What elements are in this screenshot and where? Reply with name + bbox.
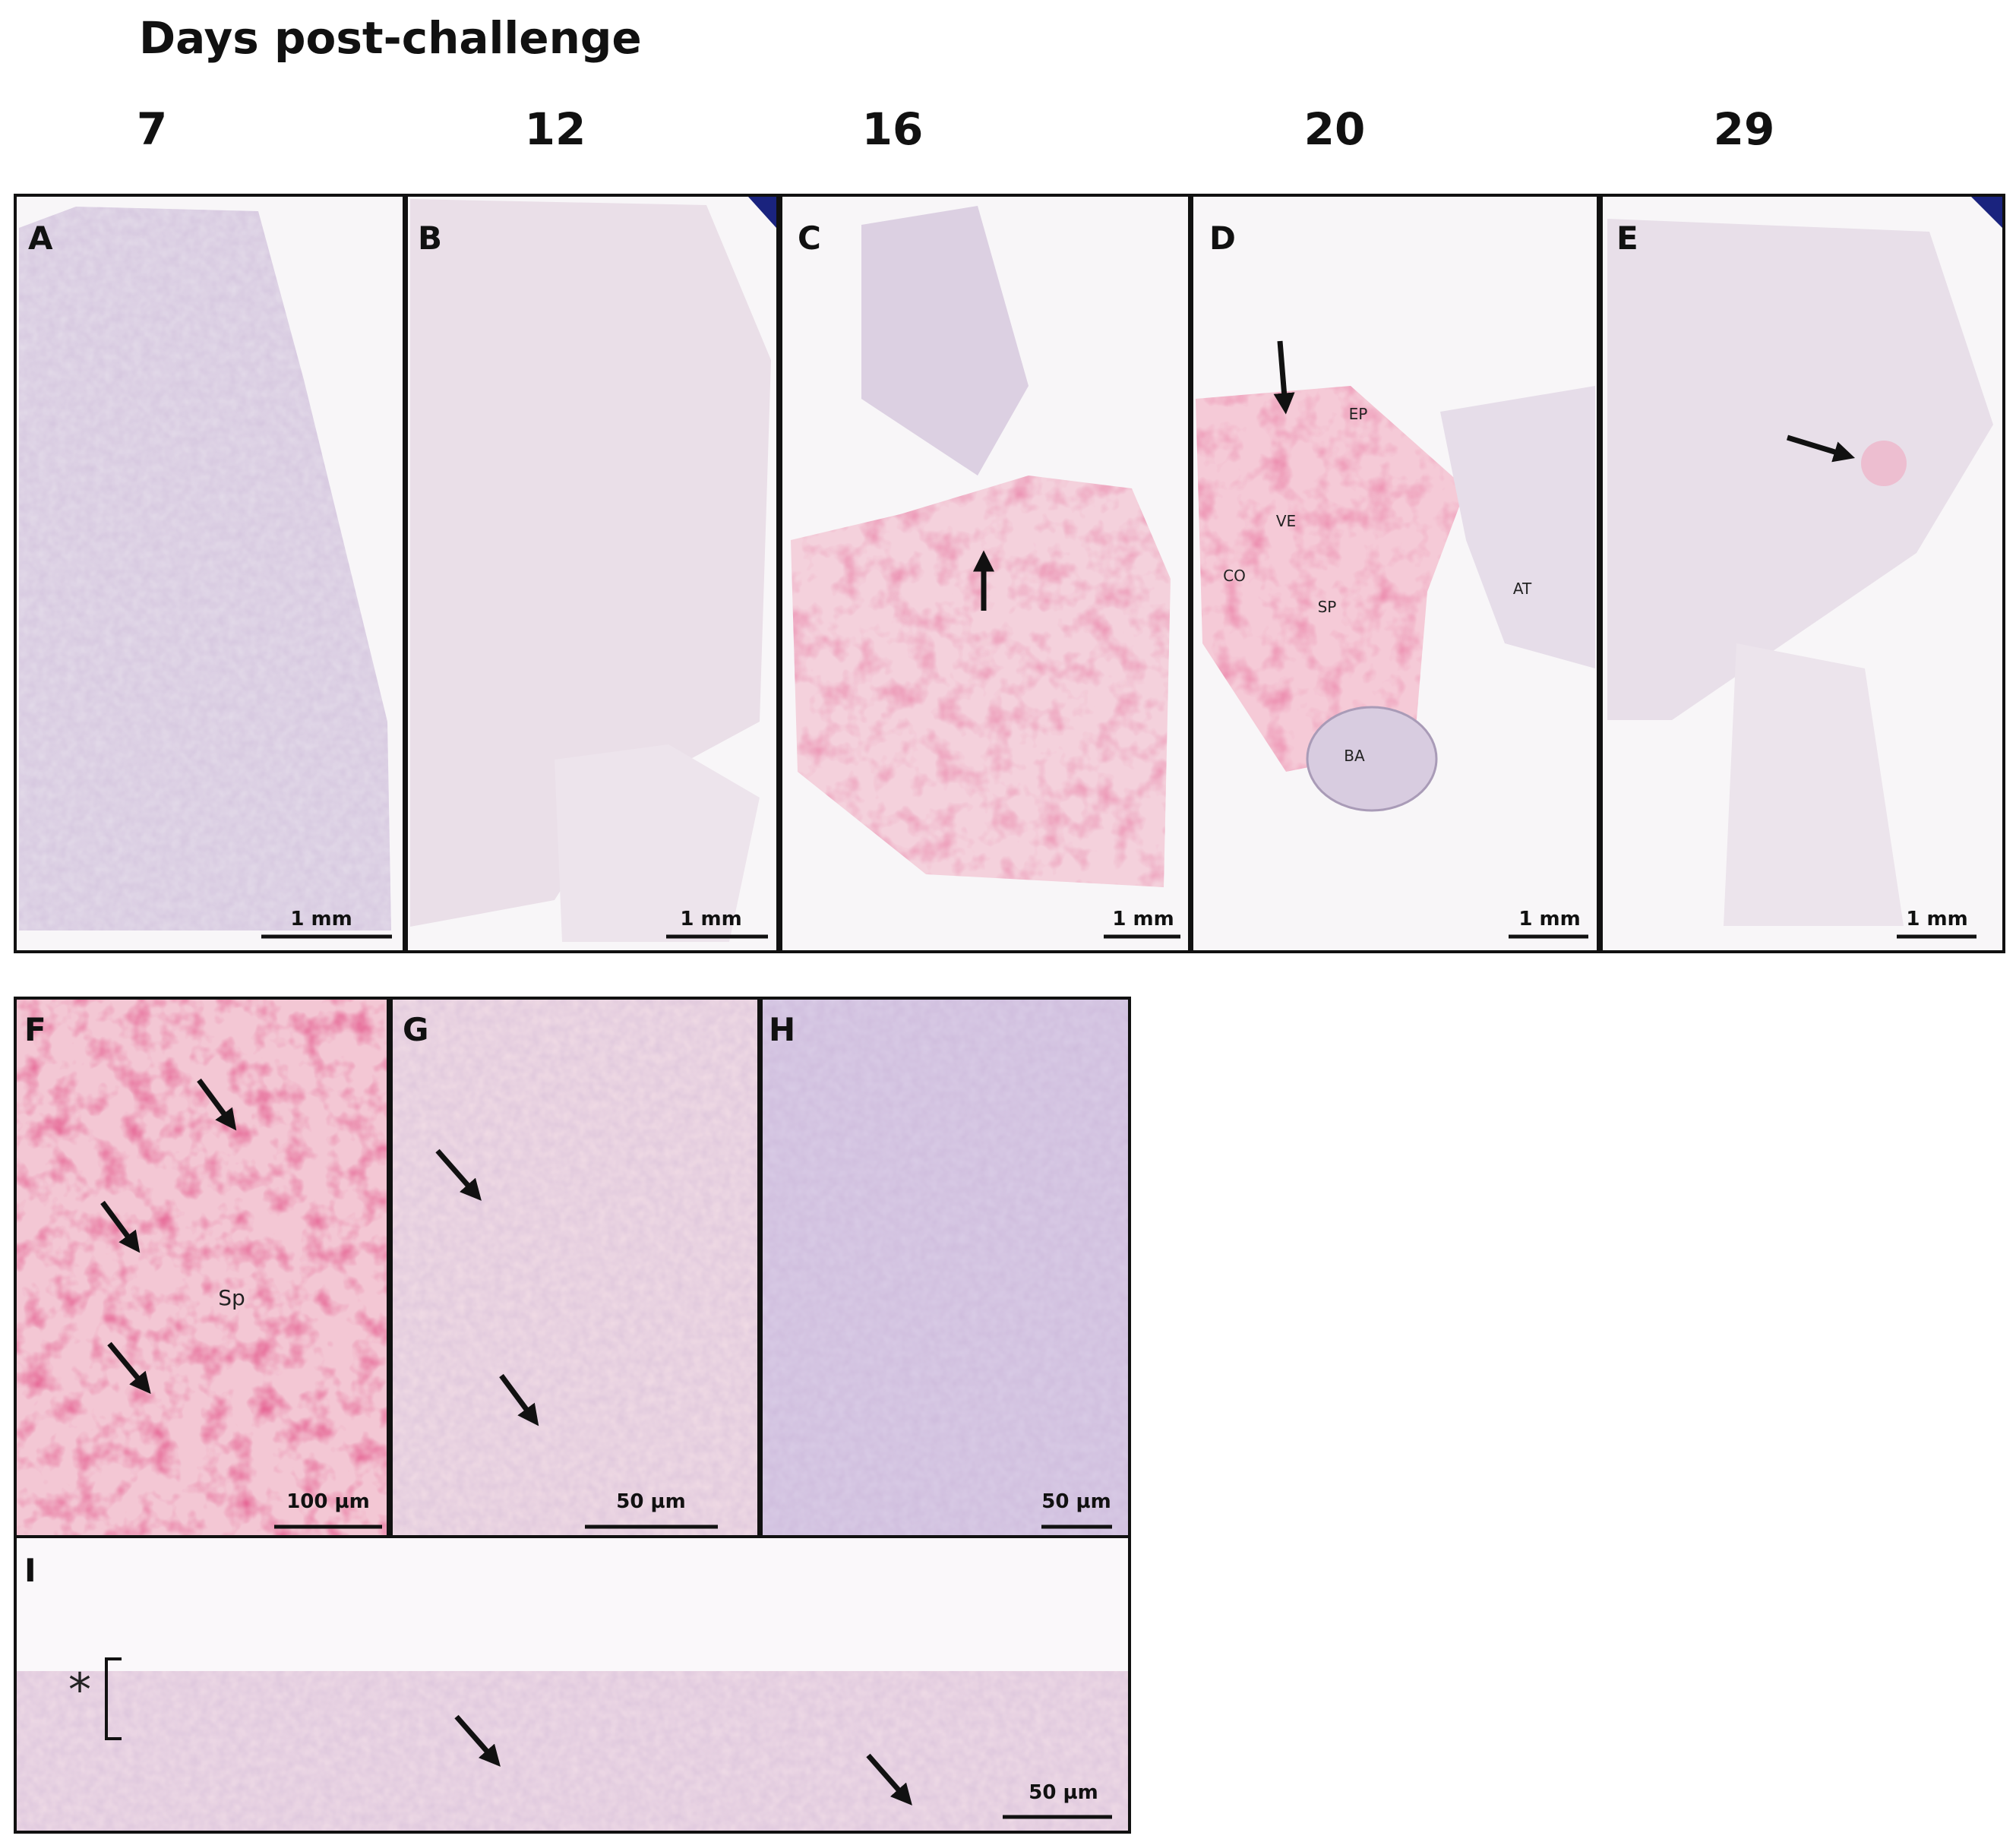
panel-letter: F: [24, 1011, 46, 1048]
panel-frame: [779, 194, 1191, 953]
scale-bars: 1 mm 1 mm 1 mm 1 mm 1 mm 100 µm 50 µm 50…: [261, 908, 1977, 1819]
tissue-stain: [791, 476, 1171, 887]
arrow: [1786, 434, 1856, 463]
corner-mark: [748, 197, 776, 228]
tissue-stain: [15, 998, 388, 1537]
arrow: [1273, 340, 1295, 415]
day-label: 29: [1714, 103, 1775, 155]
arrow: [197, 1078, 237, 1131]
bracket: [105, 1657, 122, 1740]
corner-mark: [1971, 197, 2002, 228]
region-label: *: [68, 1663, 91, 1717]
region-label: SP: [1318, 598, 1337, 616]
tissue-texture: [15, 1671, 1130, 1832]
panel-letter: C: [798, 220, 821, 257]
scale-bar-label: 1 mm: [1906, 908, 1967, 930]
scale-bar-label: 50 µm: [1041, 1490, 1111, 1513]
arrow: [866, 1753, 912, 1806]
tissue: [19, 199, 1993, 942]
header-title: Days post-challenge: [139, 12, 642, 64]
tissue-texture: [761, 998, 1130, 1537]
panel-frame: [1600, 194, 2005, 953]
tissue-stain: [1196, 386, 1466, 772]
region-label: EP: [1349, 405, 1368, 423]
arrow: [100, 1200, 141, 1253]
region-label: VE: [1276, 512, 1296, 530]
tissue-texture: [391, 998, 759, 1537]
arrows: [100, 340, 1856, 1806]
panel-letter: A: [28, 220, 53, 257]
scale-bar-label: 50 µm: [616, 1490, 685, 1513]
panel-letter: I: [24, 1552, 36, 1589]
panel-frame: [405, 194, 779, 953]
arrow: [454, 1714, 501, 1767]
panel-letter: B: [418, 220, 442, 257]
frames: [14, 194, 2005, 1834]
scale-bar-label: 100 µm: [286, 1490, 370, 1513]
panel-letter: D: [1209, 220, 1236, 257]
tissue-section: [861, 206, 1029, 476]
day-label: 20: [1304, 103, 1366, 155]
scale-bar-label: 1 mm: [680, 908, 741, 930]
region-label: CO: [1223, 567, 1246, 585]
tissue-section: [555, 744, 760, 942]
scale-bar-label: 1 mm: [290, 908, 352, 930]
panel-letter: E: [1616, 220, 1638, 257]
day-label: 12: [525, 103, 586, 155]
arrow: [499, 1373, 539, 1427]
arrow: [107, 1341, 151, 1395]
day-label: 16: [862, 103, 924, 155]
stain-focus: [1861, 441, 1907, 486]
tissue-texture: [19, 207, 391, 930]
region-label: Sp: [218, 1285, 245, 1310]
panel-frame: [14, 194, 406, 953]
panel-frame: [1190, 194, 1600, 953]
panel-letter: G: [403, 1011, 428, 1048]
region-label: AT: [1513, 580, 1532, 598]
scale-bar-label: 50 µm: [1029, 1781, 1098, 1804]
scale-bar-label: 1 mm: [1518, 908, 1580, 930]
tissue-section: [410, 199, 771, 927]
tissue-section: [1306, 706, 1438, 812]
arrow: [435, 1148, 482, 1201]
tissue-section: [1724, 643, 1904, 926]
tissue-section: [1607, 219, 1993, 720]
panel-frame: [14, 1535, 1131, 1834]
day-label: 7: [137, 103, 167, 155]
region-label: BA: [1344, 747, 1365, 765]
tissue-section: [1440, 386, 1595, 668]
panel-letter: H: [769, 1011, 795, 1048]
scale-bar-label: 1 mm: [1112, 908, 1174, 930]
